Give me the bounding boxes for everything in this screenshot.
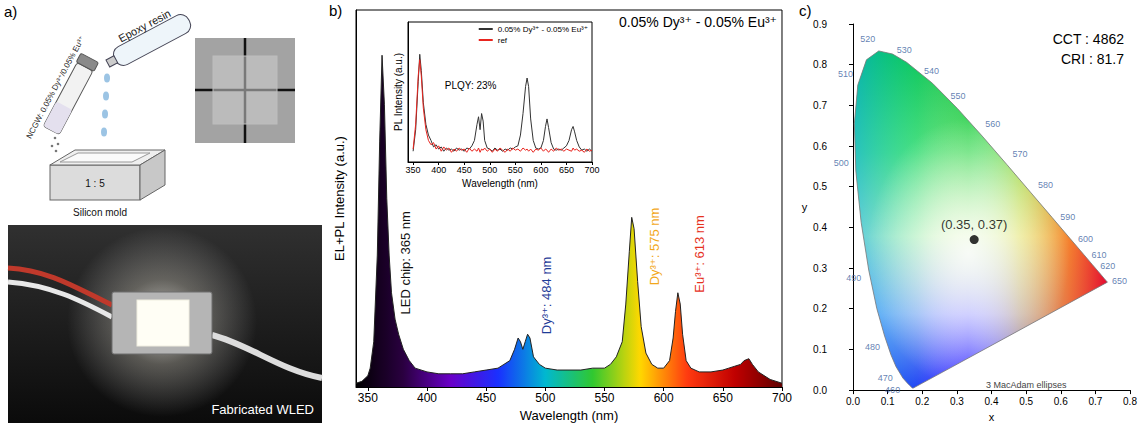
svg-text:c): c) bbox=[799, 2, 812, 19]
svg-text:0.1: 0.1 bbox=[813, 344, 827, 355]
svg-text:400: 400 bbox=[417, 391, 437, 405]
svg-text:0.0: 0.0 bbox=[813, 385, 827, 396]
svg-text:3 MacAdam ellipses: 3 MacAdam ellipses bbox=[986, 380, 1067, 390]
svg-text:0.2: 0.2 bbox=[915, 396, 929, 407]
svg-text:700: 700 bbox=[772, 391, 792, 405]
svg-text:570: 570 bbox=[1013, 149, 1028, 159]
svg-text:350: 350 bbox=[406, 165, 421, 175]
svg-text:580: 580 bbox=[1038, 180, 1053, 190]
svg-text:0.3: 0.3 bbox=[813, 263, 827, 274]
svg-text:650: 650 bbox=[713, 391, 733, 405]
svg-text:NCGW: 0.05% Dy³⁺/0.05% Eu³⁺: NCGW: 0.05% Dy³⁺/0.05% Eu³⁺ bbox=[25, 34, 87, 140]
svg-text:0.0: 0.0 bbox=[846, 396, 860, 407]
svg-text:0.8: 0.8 bbox=[1123, 396, 1137, 407]
svg-text:(0.35, 0.37): (0.35, 0.37) bbox=[941, 217, 1008, 232]
svg-text:0.5: 0.5 bbox=[813, 181, 827, 192]
svg-text:0.05% Dy³⁺ - 0.05% Eu³⁺: 0.05% Dy³⁺ - 0.05% Eu³⁺ bbox=[619, 14, 777, 30]
svg-text:510: 510 bbox=[838, 69, 853, 79]
svg-text:0.7: 0.7 bbox=[813, 100, 827, 111]
svg-text:500: 500 bbox=[834, 158, 849, 168]
svg-text:530: 530 bbox=[897, 45, 912, 55]
svg-text:0.7: 0.7 bbox=[1088, 396, 1102, 407]
svg-text:y: y bbox=[802, 201, 808, 213]
svg-text:Fabricated WLED: Fabricated WLED bbox=[211, 402, 314, 417]
svg-text:480: 480 bbox=[865, 342, 880, 352]
svg-text:550: 550 bbox=[951, 91, 966, 101]
svg-text:Epoxy resin: Epoxy resin bbox=[116, 7, 172, 45]
svg-text:450: 450 bbox=[476, 391, 496, 405]
svg-text:LED chip: 365 nm: LED chip: 365 nm bbox=[398, 211, 413, 314]
svg-text:550: 550 bbox=[508, 165, 523, 175]
svg-text:470: 470 bbox=[878, 373, 893, 383]
svg-text:600: 600 bbox=[654, 391, 674, 405]
svg-text:0.9: 0.9 bbox=[813, 19, 827, 30]
svg-text:0.6: 0.6 bbox=[813, 141, 827, 152]
svg-text:560: 560 bbox=[985, 119, 1000, 129]
svg-text:PL Intensity (a.u.): PL Intensity (a.u.) bbox=[393, 53, 404, 131]
svg-text:0.4: 0.4 bbox=[985, 396, 999, 407]
svg-text:Dy³⁺: 575 nm: Dy³⁺: 575 nm bbox=[647, 208, 662, 286]
svg-text:1 : 5: 1 : 5 bbox=[85, 178, 105, 189]
svg-text:490: 490 bbox=[846, 273, 861, 283]
svg-text:520: 520 bbox=[860, 34, 875, 44]
svg-text:450: 450 bbox=[457, 165, 472, 175]
svg-text:Dy³⁺: 484 nm: Dy³⁺: 484 nm bbox=[539, 257, 554, 335]
svg-text:500: 500 bbox=[482, 165, 497, 175]
svg-text:0.2: 0.2 bbox=[813, 303, 827, 314]
svg-text:CRI : 81.7: CRI : 81.7 bbox=[1061, 51, 1124, 67]
svg-text:a): a) bbox=[4, 3, 17, 20]
svg-text:400: 400 bbox=[431, 165, 446, 175]
svg-text:540: 540 bbox=[924, 66, 939, 76]
svg-text:Eu³⁺: 613 nm: Eu³⁺: 613 nm bbox=[692, 215, 707, 293]
svg-text:650: 650 bbox=[559, 165, 574, 175]
svg-text:0.05% Dy³⁺ - 0.05% Eu³⁺: 0.05% Dy³⁺ - 0.05% Eu³⁺ bbox=[498, 25, 588, 34]
svg-text:650: 650 bbox=[1112, 276, 1127, 286]
svg-text:EL+PL Intensity (a.u.): EL+PL Intensity (a.u.) bbox=[332, 136, 347, 261]
svg-text:Silicon mold: Silicon mold bbox=[73, 207, 127, 218]
svg-text:350: 350 bbox=[358, 391, 378, 405]
svg-text:0.4: 0.4 bbox=[813, 222, 827, 233]
svg-text:600: 600 bbox=[533, 165, 548, 175]
svg-text:ref: ref bbox=[498, 36, 508, 45]
svg-text:0.6: 0.6 bbox=[1054, 396, 1068, 407]
svg-text:0.1: 0.1 bbox=[881, 396, 895, 407]
svg-text:550: 550 bbox=[594, 391, 614, 405]
svg-text:PLQY: 23%: PLQY: 23% bbox=[445, 80, 497, 91]
svg-text:600: 600 bbox=[1078, 234, 1093, 244]
svg-text:b): b) bbox=[329, 2, 342, 19]
svg-text:Wavelength (nm): Wavelength (nm) bbox=[462, 178, 538, 189]
svg-text:500: 500 bbox=[535, 391, 555, 405]
svg-text:x: x bbox=[989, 411, 995, 423]
svg-text:700: 700 bbox=[584, 165, 599, 175]
svg-text:460: 460 bbox=[885, 385, 900, 395]
svg-text:Wavelength (nm): Wavelength (nm) bbox=[520, 408, 619, 423]
svg-text:620: 620 bbox=[1100, 261, 1115, 271]
svg-text:CCT : 4862: CCT : 4862 bbox=[1053, 31, 1125, 47]
svg-text:0.5: 0.5 bbox=[1019, 396, 1033, 407]
svg-text:610: 610 bbox=[1091, 250, 1106, 260]
svg-text:0.8: 0.8 bbox=[813, 59, 827, 70]
svg-text:0.3: 0.3 bbox=[950, 396, 964, 407]
svg-text:590: 590 bbox=[1060, 212, 1075, 222]
